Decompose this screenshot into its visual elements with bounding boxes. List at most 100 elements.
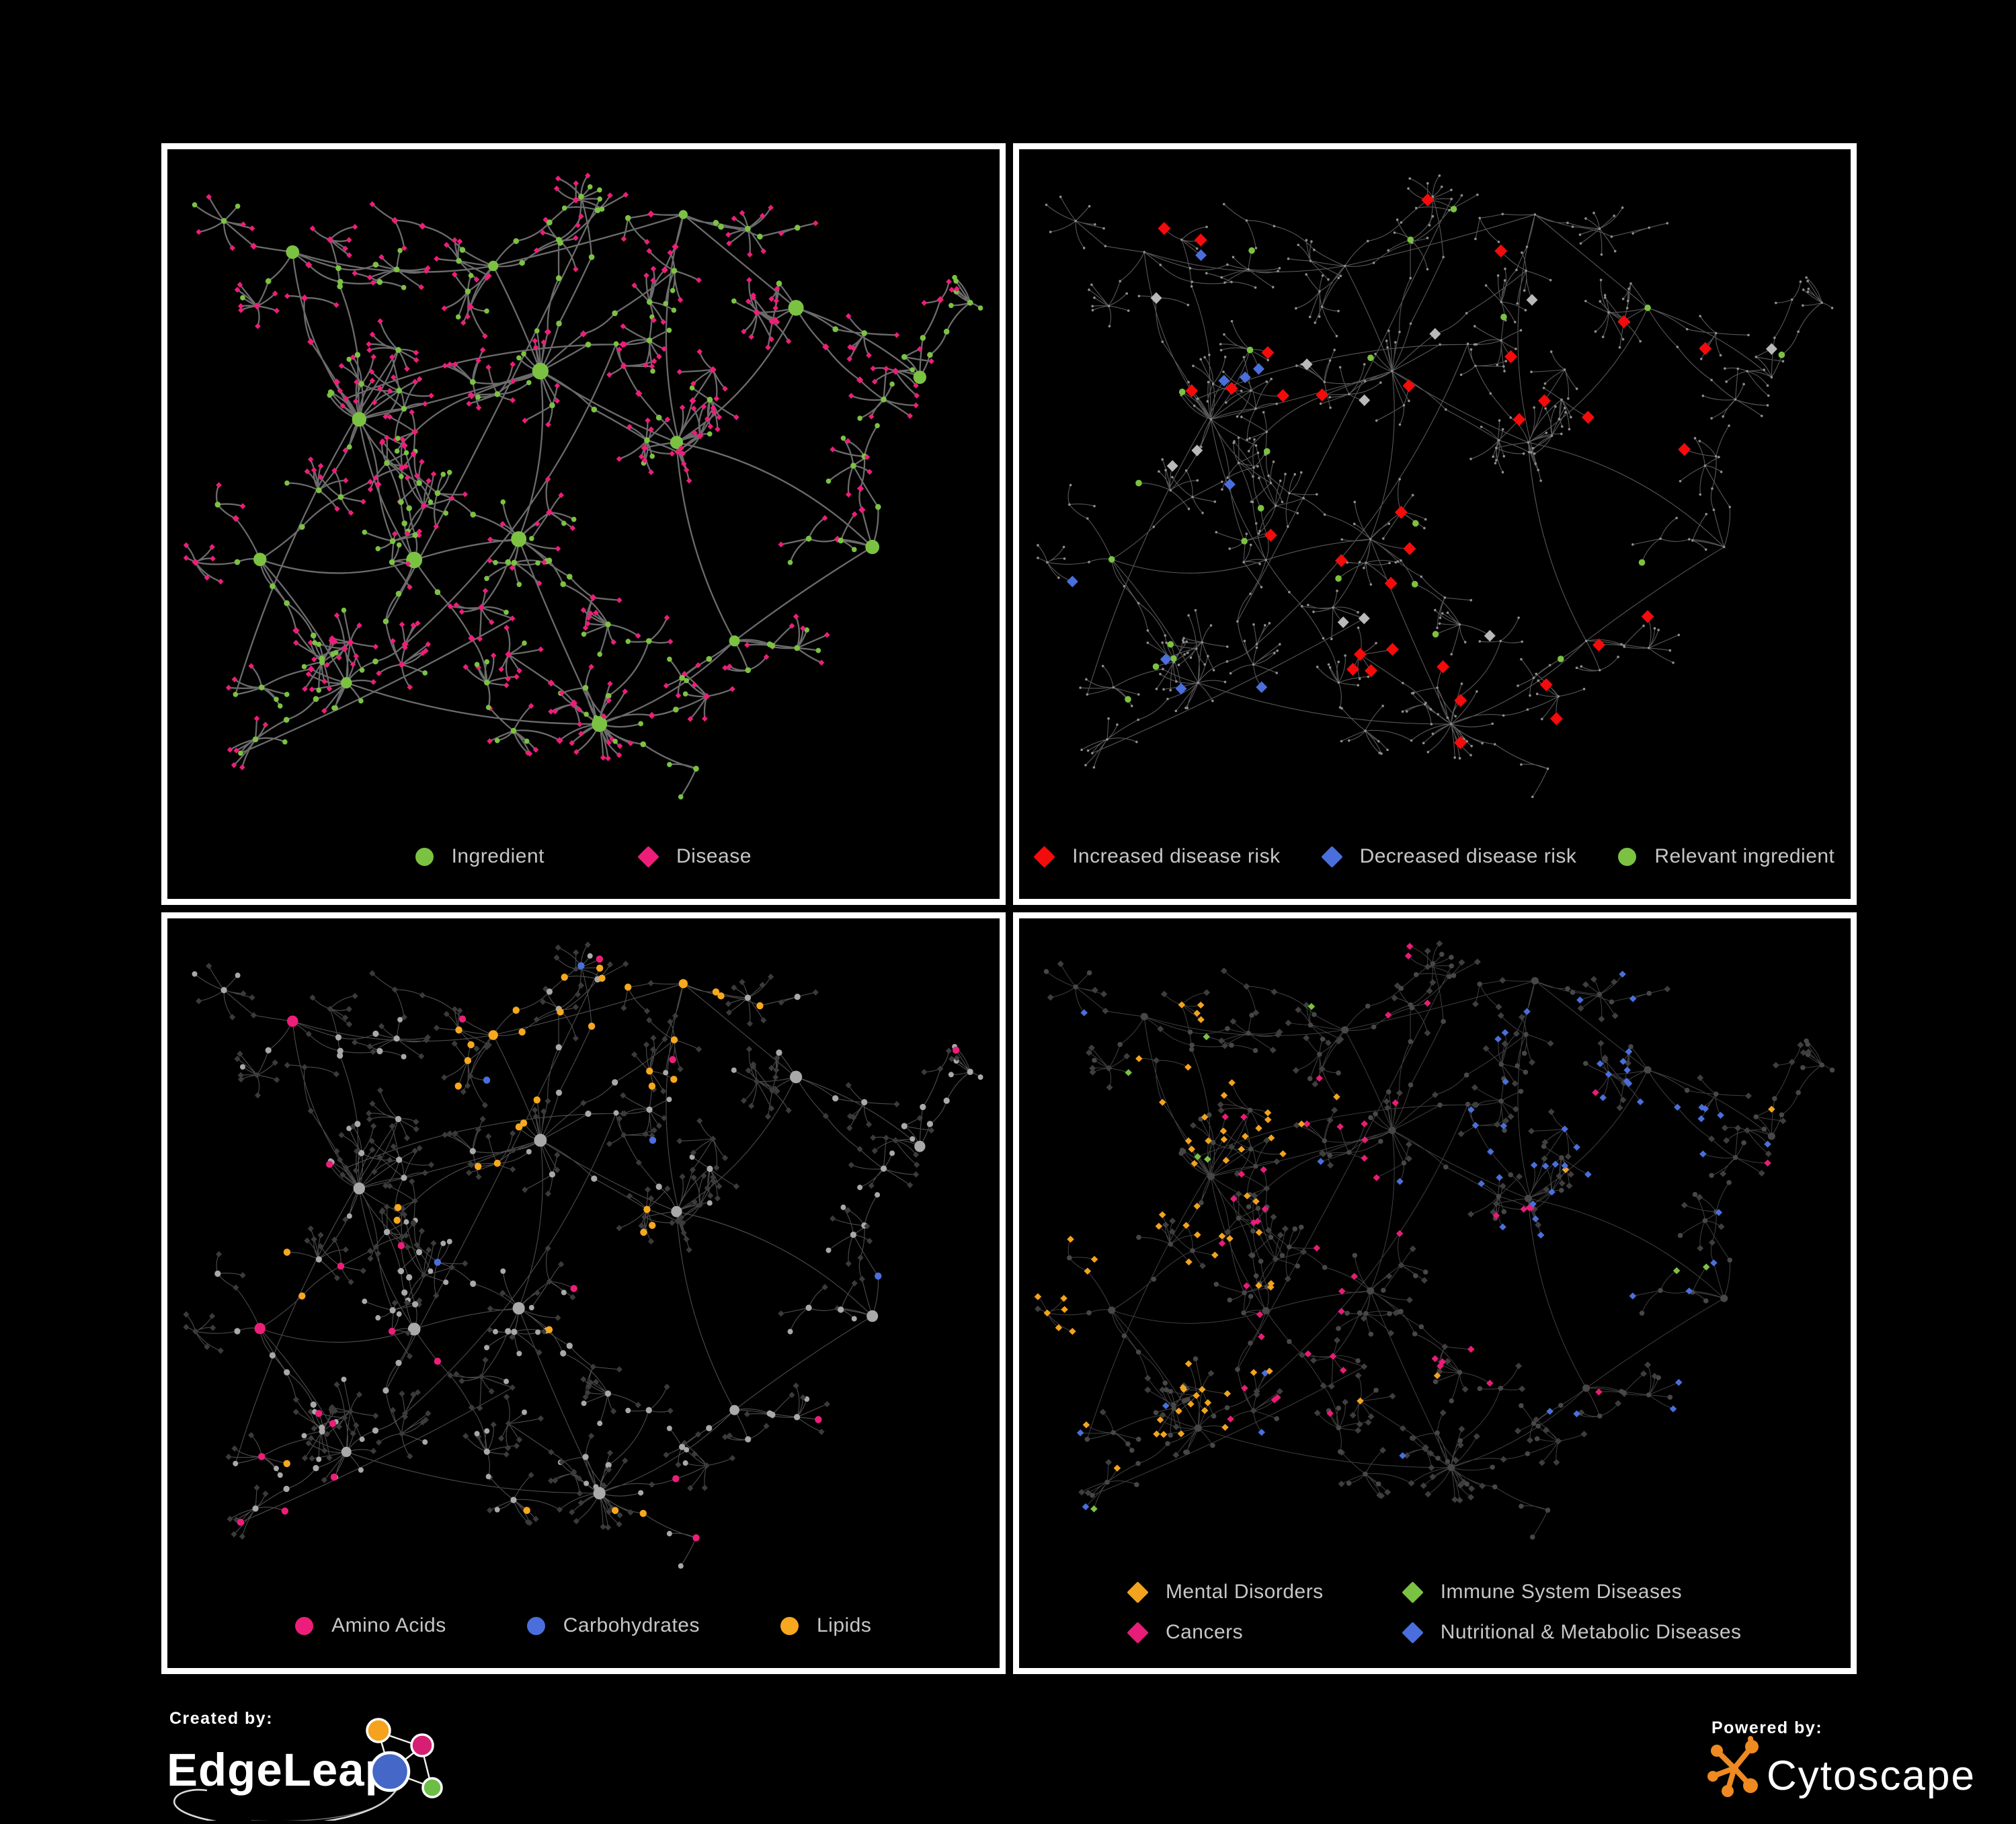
node bbox=[1726, 1180, 1732, 1185]
node bbox=[1366, 239, 1369, 243]
node bbox=[1198, 1200, 1204, 1205]
node bbox=[428, 393, 434, 399]
node bbox=[640, 1228, 647, 1236]
node bbox=[342, 1216, 349, 1223]
node bbox=[453, 602, 460, 608]
node bbox=[378, 1023, 385, 1030]
node bbox=[1467, 1485, 1475, 1492]
node bbox=[1577, 1004, 1584, 1012]
node bbox=[1092, 296, 1096, 299]
node bbox=[1712, 508, 1715, 512]
node bbox=[1411, 493, 1414, 497]
node bbox=[537, 1415, 545, 1422]
node bbox=[218, 578, 224, 585]
node bbox=[1572, 1410, 1580, 1418]
node bbox=[1107, 305, 1110, 307]
node bbox=[667, 1407, 674, 1415]
node bbox=[663, 1384, 670, 1390]
node bbox=[1804, 1041, 1810, 1047]
node bbox=[744, 994, 752, 1001]
node bbox=[1034, 1305, 1041, 1312]
node bbox=[1186, 303, 1189, 307]
node bbox=[1078, 686, 1082, 689]
node bbox=[1734, 1125, 1741, 1132]
node bbox=[486, 1326, 493, 1333]
node bbox=[487, 557, 493, 564]
node bbox=[526, 750, 533, 757]
node bbox=[731, 215, 737, 222]
node bbox=[426, 477, 432, 484]
node bbox=[1225, 263, 1229, 266]
node bbox=[661, 1115, 668, 1121]
node bbox=[812, 220, 819, 227]
node bbox=[274, 1076, 280, 1083]
node bbox=[858, 506, 866, 514]
node bbox=[1402, 379, 1415, 393]
network-area bbox=[1019, 918, 1851, 1581]
node bbox=[1184, 1258, 1193, 1266]
node bbox=[1250, 1219, 1257, 1226]
node bbox=[916, 1115, 924, 1121]
node bbox=[1242, 561, 1245, 563]
node bbox=[1426, 182, 1429, 185]
node bbox=[1484, 629, 1496, 642]
node bbox=[1309, 260, 1312, 262]
node bbox=[488, 1030, 498, 1040]
node bbox=[371, 399, 378, 406]
node bbox=[1367, 354, 1374, 362]
node bbox=[1164, 641, 1168, 644]
node bbox=[1316, 1158, 1324, 1165]
node bbox=[588, 1379, 594, 1386]
node bbox=[1781, 360, 1784, 363]
node bbox=[360, 1267, 366, 1274]
node bbox=[1135, 479, 1142, 487]
node bbox=[1408, 1082, 1413, 1088]
node bbox=[532, 338, 538, 344]
node bbox=[764, 1113, 772, 1120]
node bbox=[881, 396, 887, 403]
node bbox=[1217, 374, 1229, 387]
node bbox=[1204, 1399, 1211, 1406]
node bbox=[552, 708, 559, 715]
node bbox=[1309, 240, 1313, 243]
node bbox=[1539, 479, 1542, 482]
node bbox=[1723, 367, 1726, 370]
node bbox=[1246, 268, 1250, 271]
node bbox=[393, 1035, 400, 1042]
node bbox=[620, 1132, 627, 1138]
node bbox=[778, 1310, 784, 1317]
node bbox=[1254, 1218, 1261, 1225]
node bbox=[1449, 198, 1453, 200]
node bbox=[875, 504, 881, 510]
node bbox=[1691, 539, 1694, 542]
node bbox=[1276, 389, 1289, 403]
node bbox=[1540, 717, 1543, 721]
node bbox=[234, 559, 241, 565]
node bbox=[346, 237, 352, 243]
node bbox=[703, 1462, 710, 1469]
node bbox=[1135, 1437, 1141, 1442]
panel-ingredient-disease: Ingredient Disease bbox=[161, 143, 1006, 905]
node bbox=[1566, 397, 1570, 400]
node bbox=[1286, 1339, 1292, 1345]
glyph-node-green bbox=[421, 1777, 443, 1798]
node bbox=[1796, 1041, 1804, 1049]
node bbox=[1163, 1387, 1169, 1392]
node bbox=[235, 972, 241, 978]
node bbox=[237, 1072, 244, 1079]
node bbox=[1818, 1062, 1824, 1068]
node bbox=[1524, 1195, 1532, 1203]
node bbox=[391, 1300, 398, 1306]
node bbox=[327, 1005, 333, 1013]
node bbox=[273, 1466, 279, 1472]
node bbox=[377, 318, 383, 325]
node bbox=[1043, 1309, 1051, 1317]
node bbox=[1575, 387, 1578, 391]
node bbox=[1245, 219, 1248, 222]
node bbox=[1466, 342, 1469, 346]
node bbox=[396, 1156, 403, 1163]
node bbox=[452, 237, 458, 243]
node bbox=[845, 1260, 852, 1267]
node bbox=[1551, 1160, 1559, 1168]
node bbox=[249, 225, 255, 232]
